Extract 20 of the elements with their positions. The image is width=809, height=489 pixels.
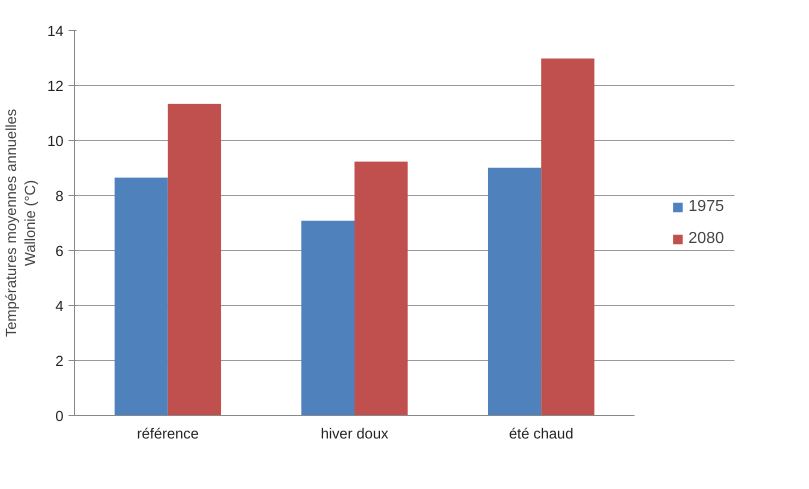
y-axis-title: Températures moyennes annuelles Wallonie (°C) — [4, 108, 40, 338]
x-tick-label: été chaud — [508, 426, 574, 442]
legend-label: 2080 — [688, 230, 724, 248]
y-tick-label: 6 — [55, 244, 64, 260]
legend-label: 1975 — [688, 198, 724, 216]
bar — [301, 220, 354, 416]
x-tick-label: référence — [136, 426, 199, 442]
bar — [354, 162, 408, 416]
y-tick-label: 2 — [55, 354, 64, 370]
bar — [168, 104, 222, 416]
y-tick-label: 10 — [47, 134, 64, 150]
x-tick-label: hiver doux — [320, 426, 389, 442]
y-tick-label: 0 — [55, 409, 64, 425]
y-tick-label: 8 — [55, 189, 64, 205]
bar — [541, 58, 594, 416]
bar — [114, 178, 168, 416]
y-tick-label: 12 — [47, 79, 64, 95]
y-tick-label: 4 — [55, 299, 64, 315]
y-tick-label: 14 — [47, 24, 64, 40]
bar — [488, 168, 542, 416]
